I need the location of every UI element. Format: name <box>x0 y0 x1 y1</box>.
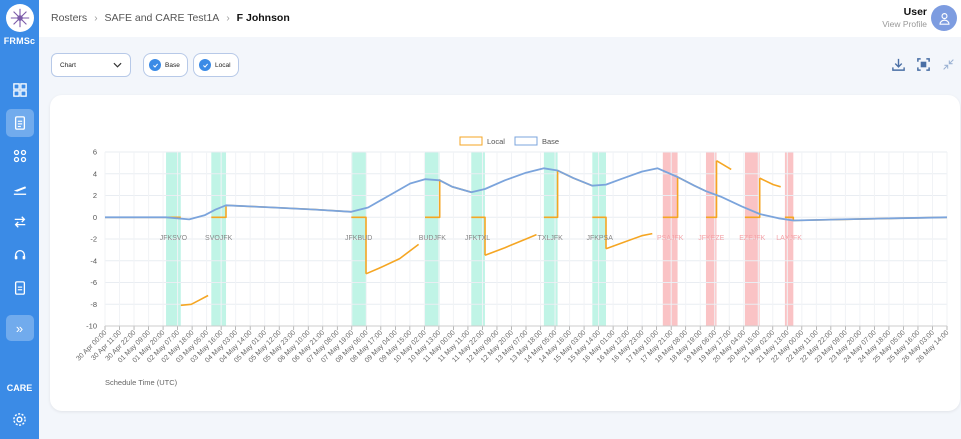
series-line-base <box>105 167 948 222</box>
series-line-local <box>425 179 441 219</box>
app-logo <box>5 4 34 32</box>
breadcrumb: Rosters › SAFE and CARE Test1A › F Johns… <box>51 12 290 24</box>
y-tick-label: -6 <box>90 278 97 287</box>
series-line-local <box>662 177 679 219</box>
sidebar-item-transfers[interactable] <box>6 208 34 236</box>
double-chevron-right-icon: » <box>15 320 24 336</box>
fullscreen-icon <box>916 57 930 71</box>
y-tick-label: 4 <box>93 169 97 178</box>
sidebar: FRMSc » CARE <box>0 0 39 439</box>
sidebar-item-reports[interactable] <box>6 274 34 302</box>
plane-departure-icon <box>13 186 26 195</box>
series-line-local <box>351 216 367 274</box>
y-tick-label: 0 <box>93 213 97 222</box>
report-icon <box>14 281 25 295</box>
flight-label: LAXJFK <box>776 235 802 242</box>
flight-label: TXLJFK <box>538 235 564 242</box>
document-icon <box>14 116 25 130</box>
series-line-local <box>605 232 653 250</box>
sidebar-item-rosters[interactable] <box>5 109 34 137</box>
chevron-right-icon: › <box>94 12 98 24</box>
local-toggle-label: Local <box>215 61 231 69</box>
settings-button[interactable] <box>10 409 30 429</box>
avatar[interactable] <box>931 5 957 31</box>
sidebar-item-dashboard[interactable] <box>6 76 34 104</box>
brand-name: FRMSc <box>3 36 36 46</box>
series-line-local <box>744 178 761 219</box>
legend-swatch-base <box>514 136 538 146</box>
view-profile-link[interactable]: View Profile <box>882 19 927 29</box>
headset-icon <box>14 249 25 260</box>
collapse-icon <box>942 58 954 70</box>
command-icon <box>13 149 26 163</box>
base-toggle-label: Base <box>165 61 180 69</box>
sidebar-item-flights[interactable] <box>6 175 34 203</box>
series-line-local <box>211 206 227 219</box>
swap-arrows-icon <box>14 216 25 228</box>
series-line-local <box>716 160 732 171</box>
collapse-button[interactable] <box>939 55 957 73</box>
series-line-local <box>365 243 420 275</box>
y-tick-label: -4 <box>90 256 97 265</box>
series-line-local <box>484 233 537 257</box>
y-tick-label: 2 <box>93 191 97 200</box>
flight-label: PSAJFK <box>657 235 684 242</box>
series-line-local <box>706 160 718 219</box>
y-tick-label: 6 <box>93 148 97 157</box>
dashboard-icon <box>12 83 27 97</box>
flight-label: JFKSVO <box>160 235 188 242</box>
gear-icon <box>13 412 26 426</box>
chevron-right-icon: › <box>226 12 230 24</box>
chart-card: 6 4 2 0 -2 -4 -6 -8 -10 30 Apr 00:00 30 Apr 11:00 3… <box>50 95 960 411</box>
flight-label: JFKEZE <box>698 235 724 242</box>
x-axis-title: Schedule Time (UTC) <box>105 378 178 387</box>
sidebar-item-support[interactable] <box>6 241 34 269</box>
flight-label: JFKPSA <box>586 235 613 242</box>
breadcrumb-current: F Johnson <box>236 12 290 24</box>
y-tick-label: -8 <box>90 300 97 309</box>
base-toggle[interactable]: Base <box>143 53 188 77</box>
flight-label: JFKBUD <box>345 235 372 242</box>
series-line-local <box>784 216 795 221</box>
y-tick-label: -10 <box>86 322 97 331</box>
user-icon <box>938 12 950 25</box>
y-tick-label: -2 <box>90 235 97 244</box>
breadcrumb-roster-name[interactable]: SAFE and CARE Test1A <box>104 12 220 24</box>
expand-sidebar-button[interactable]: » <box>5 315 34 341</box>
series-line-local <box>180 294 209 307</box>
download-button[interactable] <box>889 55 907 73</box>
sidebar-item-command[interactable] <box>6 142 34 170</box>
care-label: CARE <box>6 383 33 393</box>
sidebar-nav: » <box>5 76 34 341</box>
user-info: User View Profile <box>882 6 927 29</box>
series-line-local <box>759 177 781 188</box>
check-icon <box>199 59 211 71</box>
legend-label: Base <box>542 137 559 146</box>
download-icon <box>891 58 905 71</box>
flight-label: BUDJFK <box>419 235 447 242</box>
user-name: User <box>903 6 927 18</box>
flight-label: JFKTXL <box>465 235 490 242</box>
breadcrumb-rosters[interactable]: Rosters <box>51 12 88 24</box>
flight-label: EZEJFK <box>739 235 765 242</box>
chevron-down-icon <box>113 62 122 68</box>
check-icon <box>149 59 161 71</box>
legend-label: Local <box>487 137 505 146</box>
series-line-local <box>471 216 486 256</box>
top-header: Rosters › SAFE and CARE Test1A › F Johns… <box>39 0 961 37</box>
legend-swatch-local <box>459 136 483 146</box>
chart-type-select[interactable]: Chart <box>51 53 131 77</box>
flight-label: SVOJFK <box>205 235 233 242</box>
local-toggle[interactable]: Local <box>193 53 239 77</box>
chart-select-value: Chart <box>60 61 76 69</box>
series-line-local <box>592 216 607 249</box>
fullscreen-button[interactable] <box>914 55 932 73</box>
series-line-local <box>543 170 559 219</box>
